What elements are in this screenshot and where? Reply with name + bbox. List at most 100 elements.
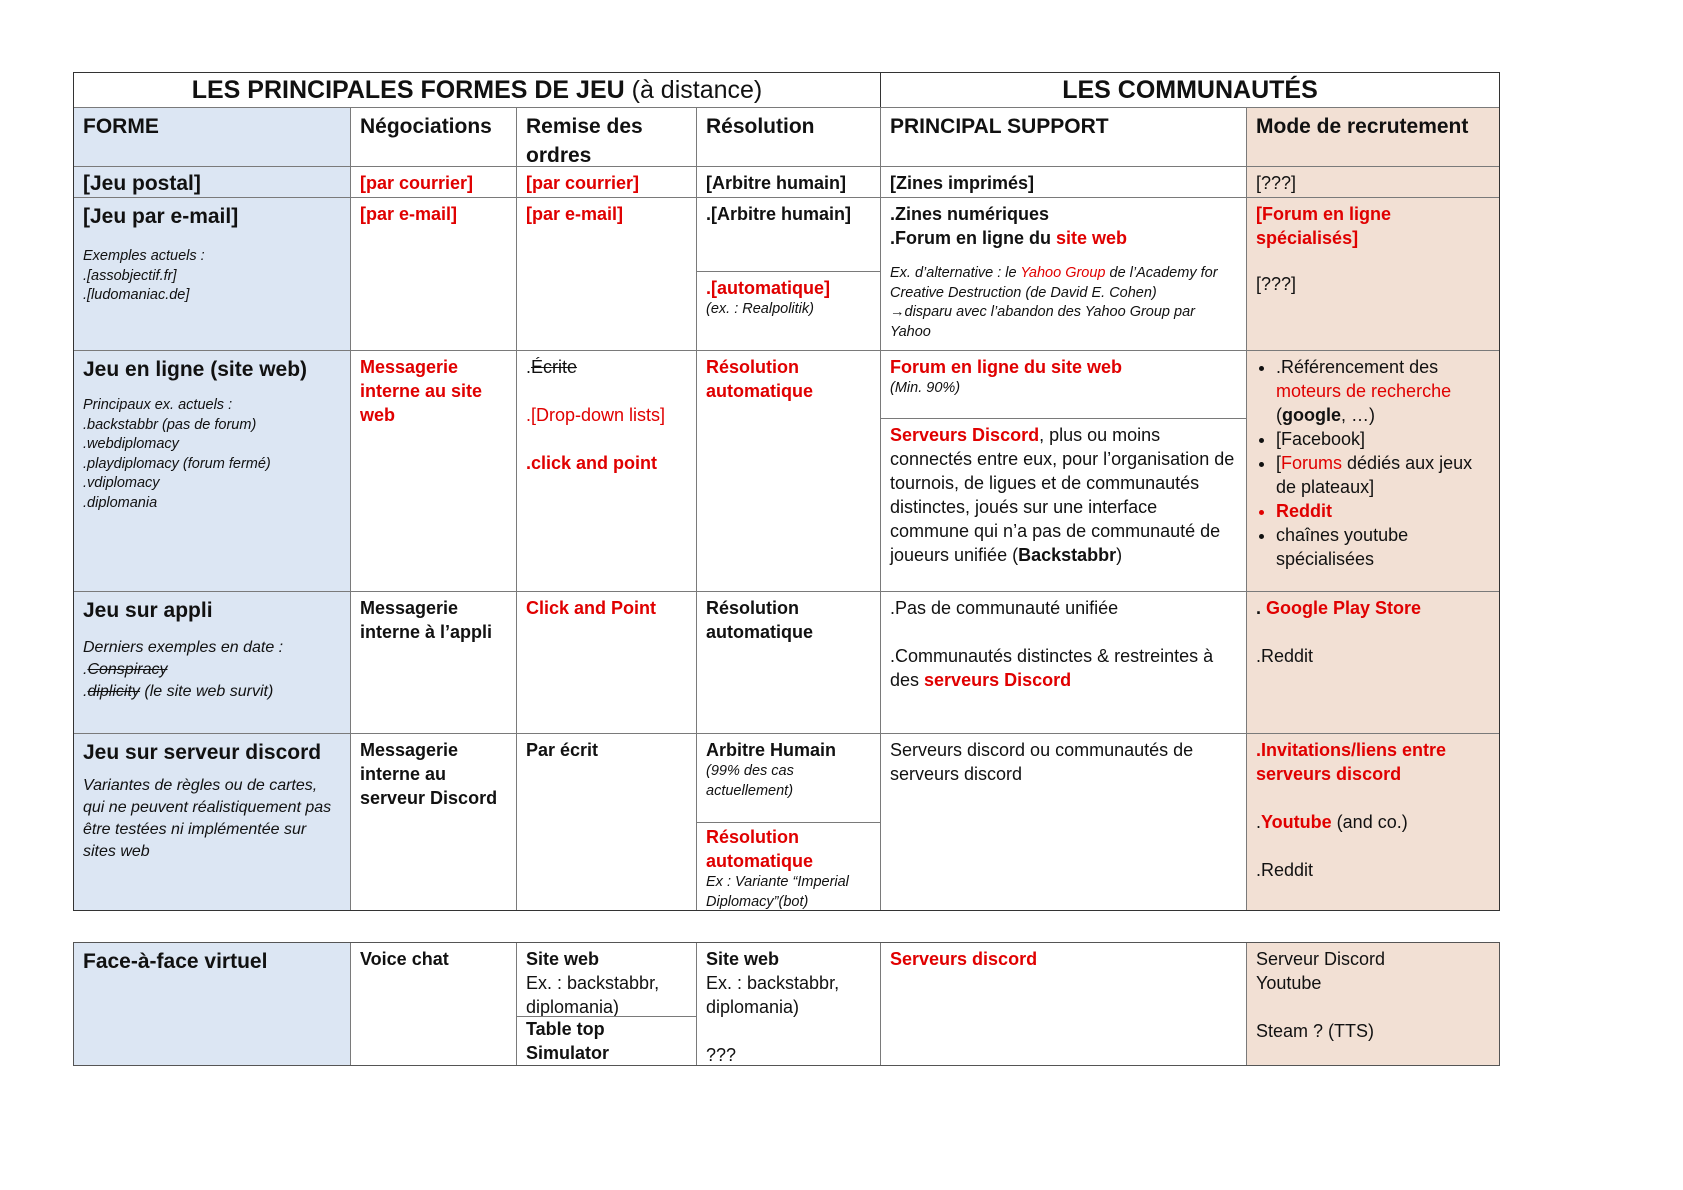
support-forum: .Forum en ligne du <box>890 228 1056 248</box>
row-en-ligne-remise: .Écrite .[Drop-down lists] .click and po… <box>516 350 697 592</box>
resolution-auto-label: Résolution automatique <box>706 827 814 871</box>
row-discord-negociations: Messagerie interne au serveur Discord <box>350 733 517 911</box>
col-header-remise: Remise des ordres <box>516 107 697 167</box>
recrutement-invitations: .Invitations/liens entre serveurs discor… <box>1256 740 1447 784</box>
support-discord-text: , plus ou moins connectés entre eux, pou… <box>890 425 1235 565</box>
row-face-remise-site: Site web Ex. : backstabbr, diplomania) <box>516 942 697 1017</box>
row-discord-resolution-auto: Résolution automatique Ex : Variante “Im… <box>696 822 881 911</box>
backstabbr: Backstabbr <box>1018 545 1117 565</box>
remise-click-point: .click and point <box>526 453 658 473</box>
recrutement-youtube: Youtube <box>1261 812 1332 832</box>
row-appli-support: .Pas de communauté unifiée .Communautés … <box>880 591 1247 734</box>
example-item: .[ludomaniac.de] <box>83 287 190 303</box>
row-face-recrutement: Serveur Discord Youtube Steam ? (TTS) <box>1246 942 1500 1066</box>
remise-ecrite: Écrite <box>531 357 578 377</box>
example-diplicity: diplicity <box>87 683 140 700</box>
paren: ) <box>1116 545 1123 565</box>
support-site-web: site web <box>1056 228 1128 248</box>
row-email-support: .Zines numériques .Forum en ligne du sit… <box>880 197 1247 351</box>
title-bold: LES PRINCIPALES FORMES DE JEU <box>191 76 625 104</box>
support-pas-unifiee: .Pas de communauté unifiée <box>890 598 1119 618</box>
row-face-forme: Face-à-face virtuel <box>73 942 351 1066</box>
dot: . <box>1256 598 1267 618</box>
row-appli-remise: Click and Point <box>516 591 697 734</box>
row-email-forme: [Jeu par e-mail] Exemples actuels : .[as… <box>73 197 351 351</box>
row-en-ligne-support-forum: Forum en ligne du site web (Min. 90%) <box>880 350 1247 419</box>
forme-label: Jeu sur appli <box>83 599 213 622</box>
col-header-support: PRINCIPAL SUPPORT <box>880 107 1247 167</box>
forums: Forums <box>1281 453 1343 473</box>
title-communautes: LES COMMUNAUTÉS <box>880 72 1500 108</box>
row-email-resolution-auto: .[automatique] (ex. : Realpolitik) <box>696 271 881 351</box>
row-en-ligne-recrutement: .Référencement des moteurs de recherche … <box>1246 350 1500 592</box>
resolution-human-label: Arbitre Humain <box>706 740 837 760</box>
google-play-store: Google Play Store <box>1266 598 1422 618</box>
row-postal-recrutement: [???] <box>1246 166 1500 198</box>
and-co: (and co.) <box>1331 812 1408 832</box>
list-item: [Facebook] <box>1276 427 1490 451</box>
row-email-negociations: [par e-mail] <box>350 197 517 351</box>
serveurs-discord: serveurs Discord <box>924 670 1072 690</box>
recrutement-reddit: .Reddit <box>1256 860 1314 880</box>
row-face-remise-tts: Table top Simulator <box>516 1016 697 1066</box>
recrutement-list: .Référencement des moteurs de recherche … <box>1256 355 1490 571</box>
list-item: Reddit <box>1276 499 1490 523</box>
item-rest: dédiés aux jeux de plateaux] <box>1276 453 1473 497</box>
col-header-recrutement: Mode de recrutement <box>1246 107 1500 167</box>
item-text: .Référencement des <box>1276 357 1439 377</box>
dot: . <box>526 357 532 377</box>
forme-label: Jeu en ligne (site web) <box>83 358 308 381</box>
resolution-human-note: (99% des cas actuellement) <box>706 763 794 799</box>
title-formes-de-jeu: LES PRINCIPALES FORMES DE JEU (à distanc… <box>73 72 881 108</box>
arrow-right-icon: → <box>890 304 905 320</box>
row-face-support: Serveurs discord <box>880 942 1247 1066</box>
remise-site-note: Ex. : backstabbr, diplomania) <box>526 973 660 1017</box>
row-appli-recrutement: . Google Play Store .Reddit <box>1246 591 1500 734</box>
row-postal-forme: [Jeu postal] <box>73 166 351 198</box>
row-en-ligne-support-discord: Serveurs Discord, plus ou moins connecté… <box>880 418 1247 592</box>
col-header-negociations: Négociations <box>350 107 517 167</box>
resolution-site-web: Site web <box>706 949 780 969</box>
example-note: (le site web survit) <box>139 683 274 700</box>
example-item: .vdiplomacy <box>83 475 160 491</box>
list-item: [Forums dédiés aux jeux de plateaux] <box>1276 451 1490 499</box>
support-note: Ex. d’alternative : le <box>890 265 1021 281</box>
row-postal-support: [Zines imprimés] <box>880 166 1247 198</box>
col-header-resolution: Résolution <box>696 107 881 167</box>
row-face-resolution: Site web Ex. : backstabbr, diplomania) ?… <box>696 942 881 1066</box>
recrutement-discord: Serveur Discord <box>1256 949 1386 969</box>
list-item: .Référencement des moteurs de recherche … <box>1276 355 1490 427</box>
row-appli-negociations: Messagerie interne à l’appli <box>350 591 517 734</box>
resolution-site-note: Ex. : backstabbr, diplomania) <box>706 973 840 1017</box>
forme-label: [Jeu par e-mail] <box>83 205 239 228</box>
recrutement-unknown: [???] <box>1256 274 1297 294</box>
support-zines: .Zines numériques <box>890 204 1050 224</box>
support-note-disparu: disparu avec l’abandon des Yahoo Group p… <box>890 304 1195 340</box>
example-item: .playdiplomacy (forum fermé) <box>83 455 271 472</box>
row-discord-resolution-human: Arbitre Humain (99% des cas actuellement… <box>696 733 881 823</box>
google: google <box>1282 405 1341 425</box>
example-item: .backstabbr (pas de forum) <box>83 416 257 433</box>
examples-label: Exemples actuels : <box>83 248 205 264</box>
example-conspiracy: Conspiracy <box>87 661 168 678</box>
resolution-auto-note: (ex. : Realpolitik) <box>706 301 814 317</box>
recrutement-forum: [Forum en ligne spécialisés] <box>1256 204 1391 248</box>
list-item: chaînes youtube spécialisées <box>1276 523 1490 571</box>
example-item: .[assobjectif.fr] <box>83 267 177 284</box>
remise-dropdown: .[Drop-down lists] <box>526 405 666 425</box>
row-postal-remise: [par courrier] <box>516 166 697 198</box>
row-email-resolution-human: .[Arbitre humain] <box>696 197 881 272</box>
row-en-ligne-resolution: Résolution automatique <box>696 350 881 592</box>
support-forum-note: (Min. 90%) <box>890 380 961 396</box>
row-discord-support: Serveurs discord ou communautés de serve… <box>880 733 1247 911</box>
row-appli-resolution: Résolution automatique <box>696 591 881 734</box>
row-appli-forme: Jeu sur appli Derniers exemples en date … <box>73 591 351 734</box>
dot: . <box>1256 812 1262 832</box>
yahoo-group: Yahoo Group <box>1020 265 1106 281</box>
row-en-ligne-negociations: Messagerie interne au site web <box>350 350 517 592</box>
discord-description: Variantes de règles ou de cartes, qui ne… <box>83 777 332 860</box>
recrutement-reddit: .Reddit <box>1256 646 1314 666</box>
remise-site-web: Site web <box>526 949 600 969</box>
support-communautes: .Communautés distinctes & restreintes à … <box>890 646 1214 690</box>
row-discord-recrutement: .Invitations/liens entre serveurs discor… <box>1246 733 1500 911</box>
